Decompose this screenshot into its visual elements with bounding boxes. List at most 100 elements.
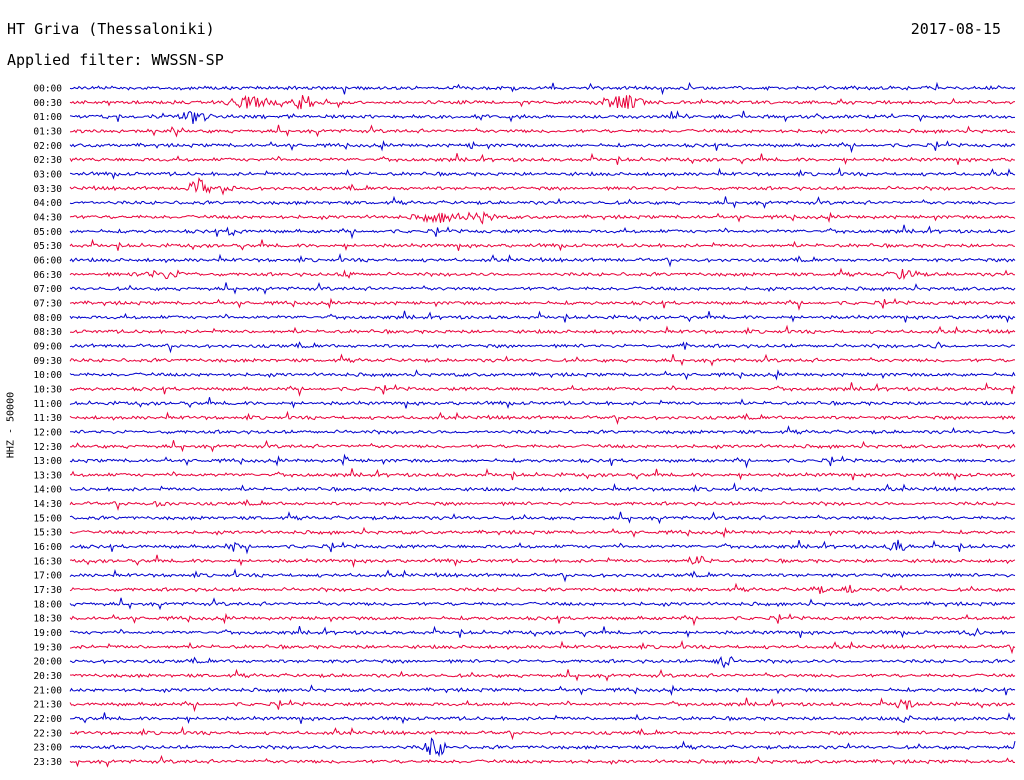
trace-line	[69, 554, 1016, 568]
row-time-label: 18:30	[33, 614, 62, 625]
trace-line	[70, 467, 1016, 481]
row-time-label: 12:30	[33, 442, 62, 453]
row-time-label: 20:00	[33, 657, 62, 668]
row-time-label: 22:00	[33, 714, 62, 725]
trace-line	[69, 195, 1016, 209]
row-time-label: 04:30	[33, 212, 62, 223]
trace-line	[69, 453, 1016, 469]
row-time-label: 07:30	[33, 298, 62, 309]
row-time-label: 21:00	[33, 685, 62, 696]
trace-line	[69, 297, 1016, 311]
trace-line	[69, 625, 1016, 639]
row-time-label: 04:00	[33, 198, 62, 209]
trace-line	[69, 737, 1016, 758]
row-time-label: 08:30	[33, 327, 62, 338]
trace-line	[69, 324, 1016, 335]
trace-line	[69, 655, 1016, 669]
trace-line	[69, 668, 1016, 682]
row-time-label: 16:00	[33, 542, 62, 553]
trace-line	[69, 511, 1016, 525]
trace-line	[69, 684, 1016, 696]
row-time-label: 03:30	[33, 184, 62, 195]
row-time-label: 00:30	[33, 98, 62, 109]
row-time-label: 19:00	[33, 628, 62, 639]
trace-line	[69, 369, 1016, 381]
trace-line	[69, 252, 1016, 268]
trace-line	[69, 139, 1016, 154]
row-time-label: 05:00	[33, 227, 62, 238]
row-time-label: 23:30	[33, 757, 62, 768]
trace-line	[69, 152, 1015, 166]
row-time-label: 06:30	[33, 270, 62, 281]
trace-line	[69, 177, 1016, 196]
trace-line	[69, 310, 1016, 324]
trace-line	[69, 539, 1016, 555]
row-time-label: 23:00	[33, 743, 62, 754]
row-time-label: 22:30	[33, 728, 62, 739]
trace-line	[69, 94, 1016, 110]
row-time-label: 02:30	[33, 155, 62, 166]
row-time-label: 17:00	[33, 571, 62, 582]
trace-line	[69, 166, 1016, 180]
row-time-label: 09:30	[33, 356, 62, 367]
row-time-label: 02:00	[33, 141, 62, 152]
row-time-label: 06:00	[33, 255, 62, 266]
date-label: 2017-08-15	[910, 20, 1001, 38]
trace-line	[69, 267, 1015, 280]
row-time-label: 01:00	[33, 112, 62, 123]
row-time-label: 10:30	[33, 384, 62, 395]
row-time-label: 13:00	[33, 456, 62, 467]
row-time-label: 11:00	[33, 399, 62, 410]
trace-line	[69, 498, 1016, 511]
row-time-label: 07:00	[33, 284, 62, 295]
trace-line	[69, 582, 1016, 595]
trace-line	[69, 341, 1016, 354]
row-time-label: 13:30	[33, 470, 62, 481]
trace-line	[69, 482, 1016, 493]
trace-line	[69, 725, 1016, 741]
row-time-label: 15:00	[33, 513, 62, 524]
trace-line	[69, 712, 1016, 725]
trace-line	[69, 381, 1016, 397]
trace-line	[69, 81, 1016, 96]
row-time-label: 08:00	[33, 313, 62, 324]
trace-line	[69, 568, 1016, 583]
trace-line	[69, 281, 1016, 295]
filter-label: Applied filter: WWSSN-SP	[7, 51, 224, 69]
row-time-label: 01:30	[33, 126, 62, 137]
trace-line	[69, 612, 1016, 627]
trace-line	[69, 353, 1016, 367]
trace-line	[69, 410, 1016, 425]
row-time-label: 14:00	[33, 485, 62, 496]
row-time-label: 10:00	[33, 370, 62, 381]
row-time-label: 18:00	[33, 599, 62, 610]
row-time-label: 20:30	[33, 671, 62, 682]
row-time-label: 03:00	[33, 169, 62, 180]
row-time-label: 11:30	[33, 413, 62, 424]
row-time-label: 21:30	[33, 700, 62, 711]
trace-line	[69, 697, 1016, 713]
trace-line	[69, 238, 1016, 252]
trace-line	[69, 639, 1016, 655]
row-time-label: 12:00	[33, 427, 62, 438]
trace-line	[69, 439, 1016, 453]
row-time-label: 16:30	[33, 556, 62, 567]
trace-line	[69, 110, 1015, 124]
trace-line	[69, 425, 1016, 435]
row-time-label: 14:30	[33, 499, 62, 510]
row-time-label: 09:00	[33, 341, 62, 352]
trace-line	[69, 224, 1016, 240]
trace-line	[69, 597, 1016, 611]
trace-line	[69, 210, 1016, 225]
trace-line	[69, 526, 1016, 539]
row-time-label: 19:30	[33, 642, 62, 653]
trace-line	[69, 124, 1016, 138]
station-title: HT Griva (Thessaloniki)	[7, 20, 215, 38]
row-time-label: 17:30	[33, 585, 62, 596]
row-time-label: 00:00	[33, 84, 62, 95]
trace-line	[69, 397, 1016, 409]
row-time-label: 05:30	[33, 241, 62, 252]
row-time-label: 15:30	[33, 528, 62, 539]
trace-line	[69, 754, 1016, 768]
